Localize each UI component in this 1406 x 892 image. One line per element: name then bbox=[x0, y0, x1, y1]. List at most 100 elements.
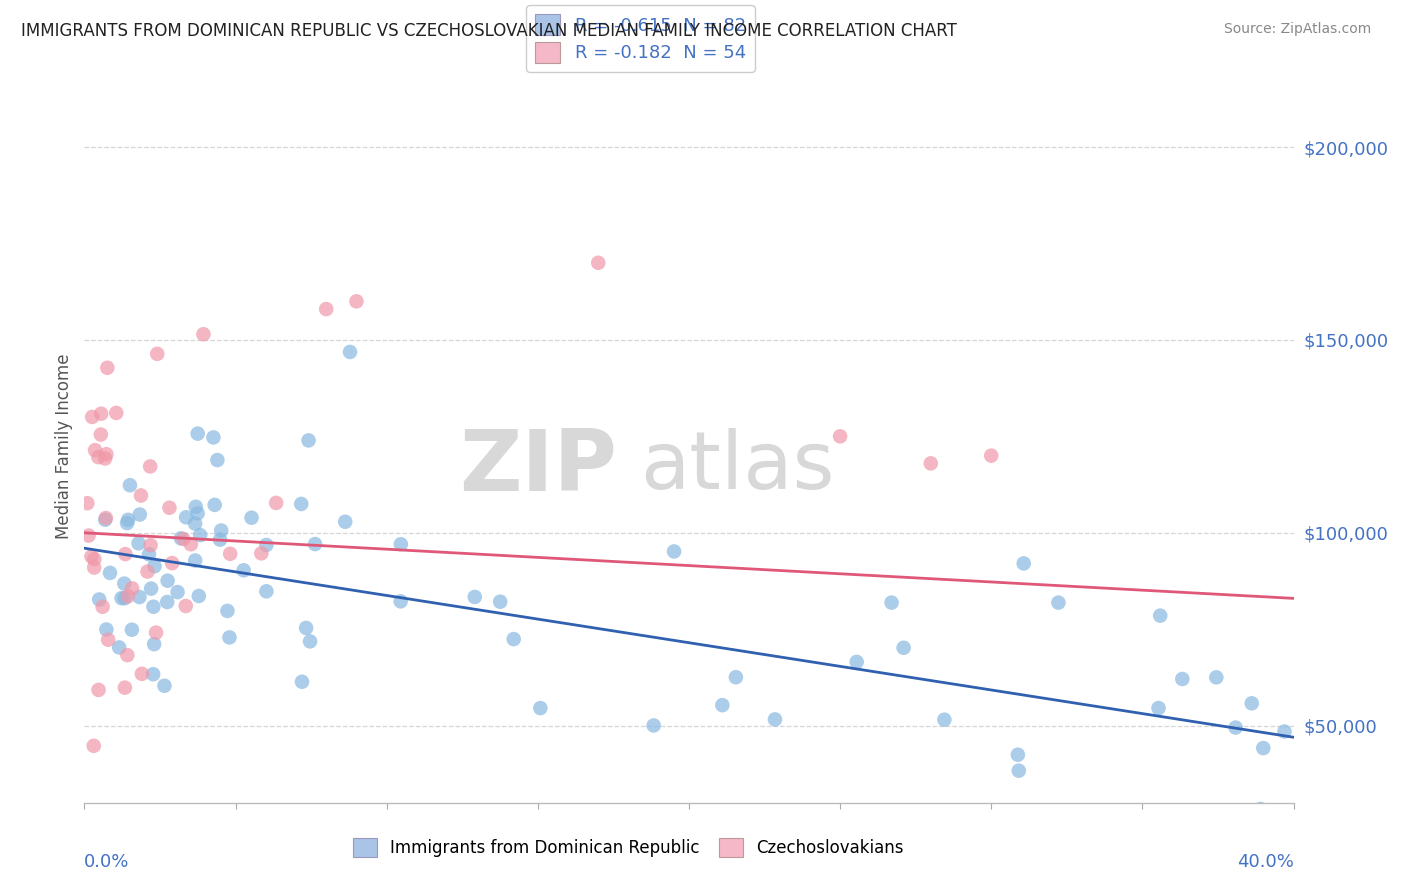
Point bbox=[193, 327, 215, 342]
Point bbox=[250, 546, 273, 560]
Point bbox=[110, 591, 132, 606]
Y-axis label: Median Family Income: Median Family Income bbox=[55, 353, 73, 539]
Point bbox=[240, 510, 263, 524]
Point bbox=[90, 427, 112, 442]
Point bbox=[94, 513, 117, 527]
Point bbox=[139, 538, 162, 552]
Point bbox=[121, 623, 143, 637]
Point bbox=[108, 640, 131, 655]
Point bbox=[77, 528, 100, 542]
Point bbox=[153, 679, 176, 693]
Point bbox=[218, 631, 240, 645]
Point bbox=[315, 301, 337, 316]
Point bbox=[156, 595, 179, 609]
Point bbox=[143, 559, 166, 574]
Point bbox=[1171, 672, 1194, 686]
Point bbox=[845, 655, 868, 669]
Point bbox=[1250, 802, 1272, 816]
Point bbox=[1225, 721, 1247, 735]
Point bbox=[117, 648, 139, 662]
Point bbox=[136, 565, 159, 579]
Point bbox=[117, 513, 139, 527]
Point bbox=[295, 621, 318, 635]
Point bbox=[184, 500, 207, 514]
Point bbox=[188, 528, 211, 542]
Point bbox=[115, 516, 138, 530]
Point bbox=[83, 552, 105, 566]
Point bbox=[131, 666, 153, 681]
Point bbox=[346, 294, 368, 309]
Point bbox=[1274, 724, 1296, 739]
Point bbox=[529, 701, 551, 715]
Point bbox=[96, 447, 118, 461]
Point bbox=[489, 595, 512, 609]
Point bbox=[1240, 696, 1263, 710]
Point bbox=[114, 547, 136, 561]
Point bbox=[934, 713, 956, 727]
Point bbox=[89, 592, 111, 607]
Point bbox=[1008, 764, 1031, 778]
Point bbox=[464, 590, 486, 604]
Point bbox=[117, 590, 139, 604]
Point bbox=[166, 585, 188, 599]
Point bbox=[290, 497, 312, 511]
Point bbox=[202, 430, 225, 444]
Point bbox=[335, 515, 357, 529]
Point bbox=[139, 459, 162, 474]
Point bbox=[146, 347, 169, 361]
Point bbox=[142, 667, 165, 681]
Point bbox=[184, 516, 207, 531]
Point bbox=[893, 640, 915, 655]
Point bbox=[232, 563, 254, 577]
Point bbox=[502, 632, 524, 646]
Point bbox=[96, 360, 118, 375]
Point bbox=[112, 576, 135, 591]
Point bbox=[114, 681, 136, 695]
Point bbox=[254, 538, 277, 552]
Point bbox=[1012, 557, 1035, 571]
Point bbox=[763, 712, 786, 726]
Point bbox=[711, 698, 734, 713]
Point bbox=[87, 682, 110, 697]
Point bbox=[980, 449, 1002, 463]
Point bbox=[129, 488, 152, 502]
Legend: Immigrants from Dominican Republic, Czechoslovakians: Immigrants from Dominican Republic, Czec… bbox=[344, 830, 912, 866]
Point bbox=[90, 407, 112, 421]
Point bbox=[1251, 741, 1274, 756]
Point bbox=[82, 409, 104, 424]
Point bbox=[389, 594, 412, 608]
Point bbox=[138, 547, 160, 561]
Point bbox=[87, 450, 110, 464]
Point bbox=[128, 536, 150, 550]
Point bbox=[128, 590, 150, 604]
Point bbox=[139, 582, 162, 596]
Point bbox=[180, 537, 202, 551]
Point bbox=[96, 623, 118, 637]
Point bbox=[264, 496, 287, 510]
Point bbox=[299, 634, 322, 648]
Point bbox=[145, 625, 167, 640]
Point bbox=[187, 506, 209, 520]
Point bbox=[156, 574, 179, 588]
Point bbox=[187, 589, 209, 603]
Point bbox=[94, 451, 117, 466]
Point bbox=[118, 478, 141, 492]
Point bbox=[184, 553, 207, 567]
Point bbox=[114, 591, 136, 606]
Point bbox=[80, 549, 103, 564]
Point bbox=[91, 599, 114, 614]
Text: 0.0%: 0.0% bbox=[84, 853, 129, 871]
Point bbox=[662, 544, 685, 558]
Point bbox=[76, 496, 98, 510]
Point bbox=[724, 670, 747, 684]
Text: Source: ZipAtlas.com: Source: ZipAtlas.com bbox=[1223, 22, 1371, 37]
Point bbox=[920, 456, 942, 470]
Point bbox=[187, 426, 209, 441]
Point bbox=[291, 674, 314, 689]
Text: ZIP: ZIP bbox=[458, 425, 616, 509]
Point bbox=[209, 533, 232, 547]
Point bbox=[1047, 596, 1070, 610]
Point bbox=[643, 718, 665, 732]
Point bbox=[254, 584, 277, 599]
Point bbox=[174, 599, 197, 613]
